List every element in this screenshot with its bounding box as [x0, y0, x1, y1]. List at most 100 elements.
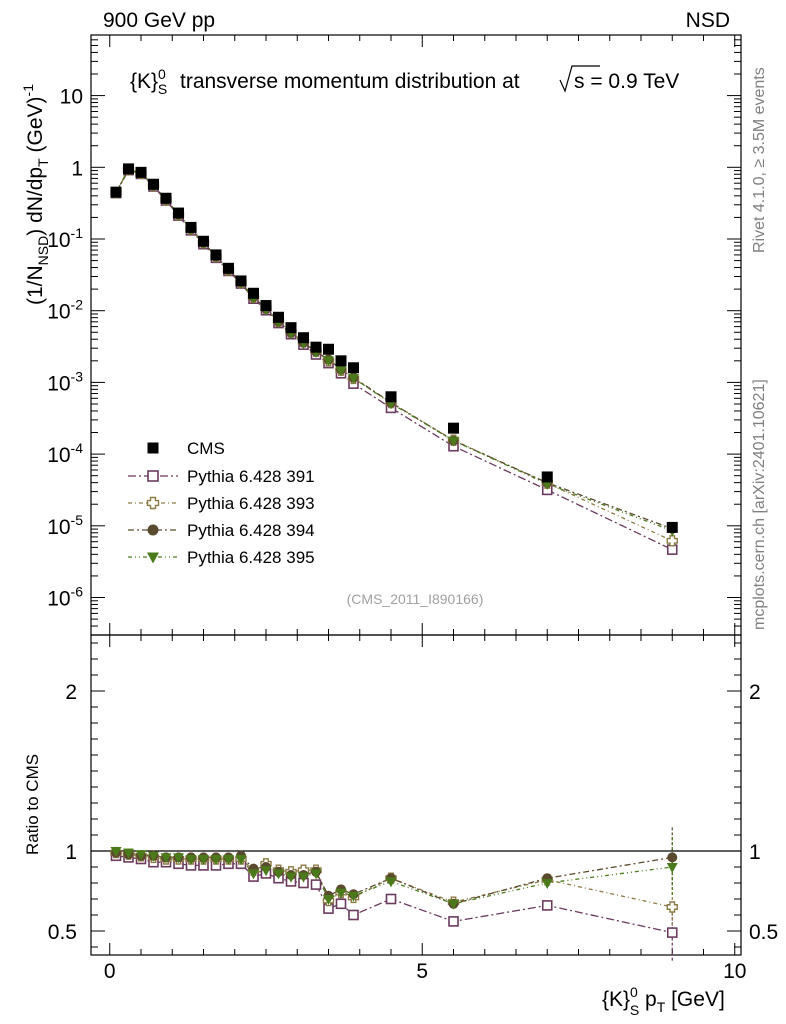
ratio-point [298, 872, 309, 883]
ratio-point [310, 869, 322, 880]
series-line-main [115, 168, 673, 542]
ratio-plot-frame [90, 634, 742, 956]
data-point-cms [135, 166, 147, 178]
data-point-cms [335, 355, 347, 367]
legend-label: Pythia 6.428 394 [187, 521, 315, 540]
ratio-point [123, 848, 134, 859]
series-markers [110, 163, 678, 938]
data-point [323, 356, 334, 367]
y-tick-label: 10-2 [47, 297, 83, 324]
y-tick-label: 10-5 [47, 512, 83, 539]
x-tick-label: 0 [104, 960, 116, 983]
y-tick-label: 1 [71, 157, 83, 180]
ratio-point [210, 855, 222, 865]
legend-label: Pythia 6.428 395 [187, 548, 315, 567]
ratio-point [160, 853, 172, 864]
ratio-point [110, 847, 122, 857]
data-point-cms [541, 471, 553, 483]
ratio-tick-label-left: 0.5 [48, 921, 77, 944]
legend-marker [146, 496, 160, 510]
data-point-cms [273, 311, 284, 323]
ratio-point [348, 909, 359, 921]
ratio-point [323, 895, 334, 905]
legend-label: Pythia 6.428 393 [187, 494, 315, 513]
y-tick-label: 10-6 [47, 584, 83, 611]
y-tick-label: 10-1 [47, 225, 83, 252]
data-point-cms [210, 249, 222, 261]
data-point-cms [223, 262, 234, 274]
ratio-point [173, 853, 184, 864]
analysis-label: (CMS_2011_I890166) [347, 591, 484, 607]
ratio-point [541, 879, 553, 889]
data-point-cms [260, 300, 272, 312]
ratio-point [198, 855, 209, 865]
ratio-tick-label-right: 1 [749, 841, 761, 864]
axis-ticks [91, 34, 741, 955]
ratio-point [148, 851, 159, 862]
ratio-point [335, 898, 347, 910]
data-point-cms [248, 287, 259, 299]
ratio-point [135, 850, 147, 861]
title-text: transverse momentum distribution at [180, 70, 520, 93]
ratio-point [185, 855, 197, 865]
x-tick-label: 5 [416, 960, 428, 983]
ratio-point [448, 899, 459, 910]
ratio-point [385, 877, 397, 888]
data-point-cms [310, 341, 322, 353]
data-point [666, 535, 678, 547]
mcplots-reference-label: mcplots.cern.ch [arXiv:2401.10621] [751, 379, 768, 630]
data-point-cms [323, 343, 334, 355]
series-line-ratio [115, 851, 673, 908]
legend-marker [147, 524, 159, 536]
data-point-cms [348, 362, 359, 374]
data-point-cms [235, 275, 247, 287]
ratio-point [666, 863, 678, 873]
data-point-cms [123, 163, 134, 175]
legend-marker [147, 442, 159, 454]
y-tick-label: 10-4 [47, 440, 83, 467]
series-line-main [115, 169, 673, 551]
title-energy: s = 0.9 TeV [574, 70, 679, 93]
ratio-point [235, 855, 247, 865]
data-point-cms [198, 235, 209, 247]
legend-label: CMS [187, 439, 225, 458]
ratio-point [666, 927, 678, 938]
ratio-point [310, 879, 322, 890]
ratio-point [273, 869, 284, 880]
ratio-point [248, 869, 259, 880]
ratio-point [223, 855, 234, 865]
y-axis-title: (1/NNSD) dN/dpT (GeV)-1 [20, 84, 51, 305]
plot-title: {K}0 S transverse momentum distribution a… [130, 65, 679, 97]
data-point [335, 366, 347, 377]
ratio-point [335, 888, 347, 899]
ratio-point [541, 900, 553, 911]
data-point-cms [110, 186, 122, 198]
ratio-point [448, 916, 459, 927]
x-axis-title: {K}0 S pT [GeV] [602, 984, 725, 1018]
y-tick-label: 10 [60, 86, 83, 109]
event-class-label: NSD [686, 9, 730, 32]
data-point [348, 373, 359, 384]
y-tick-label: 10-3 [47, 368, 83, 395]
ratio-tick-label-right: 0.5 [749, 921, 778, 944]
rivet-version-label: Rivet 4.1.0, ≥ 3.5M events [751, 67, 768, 253]
ratio-point [348, 891, 359, 902]
ratio-point [666, 901, 678, 913]
collision-label: 900 GeV pp [103, 9, 215, 32]
series-line-ratio [115, 851, 673, 905]
title-particle: {K}0 S [130, 66, 167, 97]
x-tick-label: 10 [723, 960, 746, 983]
sqrt-icon [559, 65, 600, 93]
data-point-cms [666, 521, 678, 533]
data-point-cms [448, 422, 459, 434]
ratio-point [385, 893, 397, 905]
legend-marker [147, 470, 159, 482]
ratio-point [260, 866, 272, 877]
ratio-tick-label-left: 1 [65, 841, 77, 864]
data-point [448, 436, 459, 447]
ratio-y-axis-title: Ratio to CMS [23, 754, 42, 855]
data-point-cms [160, 192, 172, 204]
data-point-cms [173, 207, 184, 219]
